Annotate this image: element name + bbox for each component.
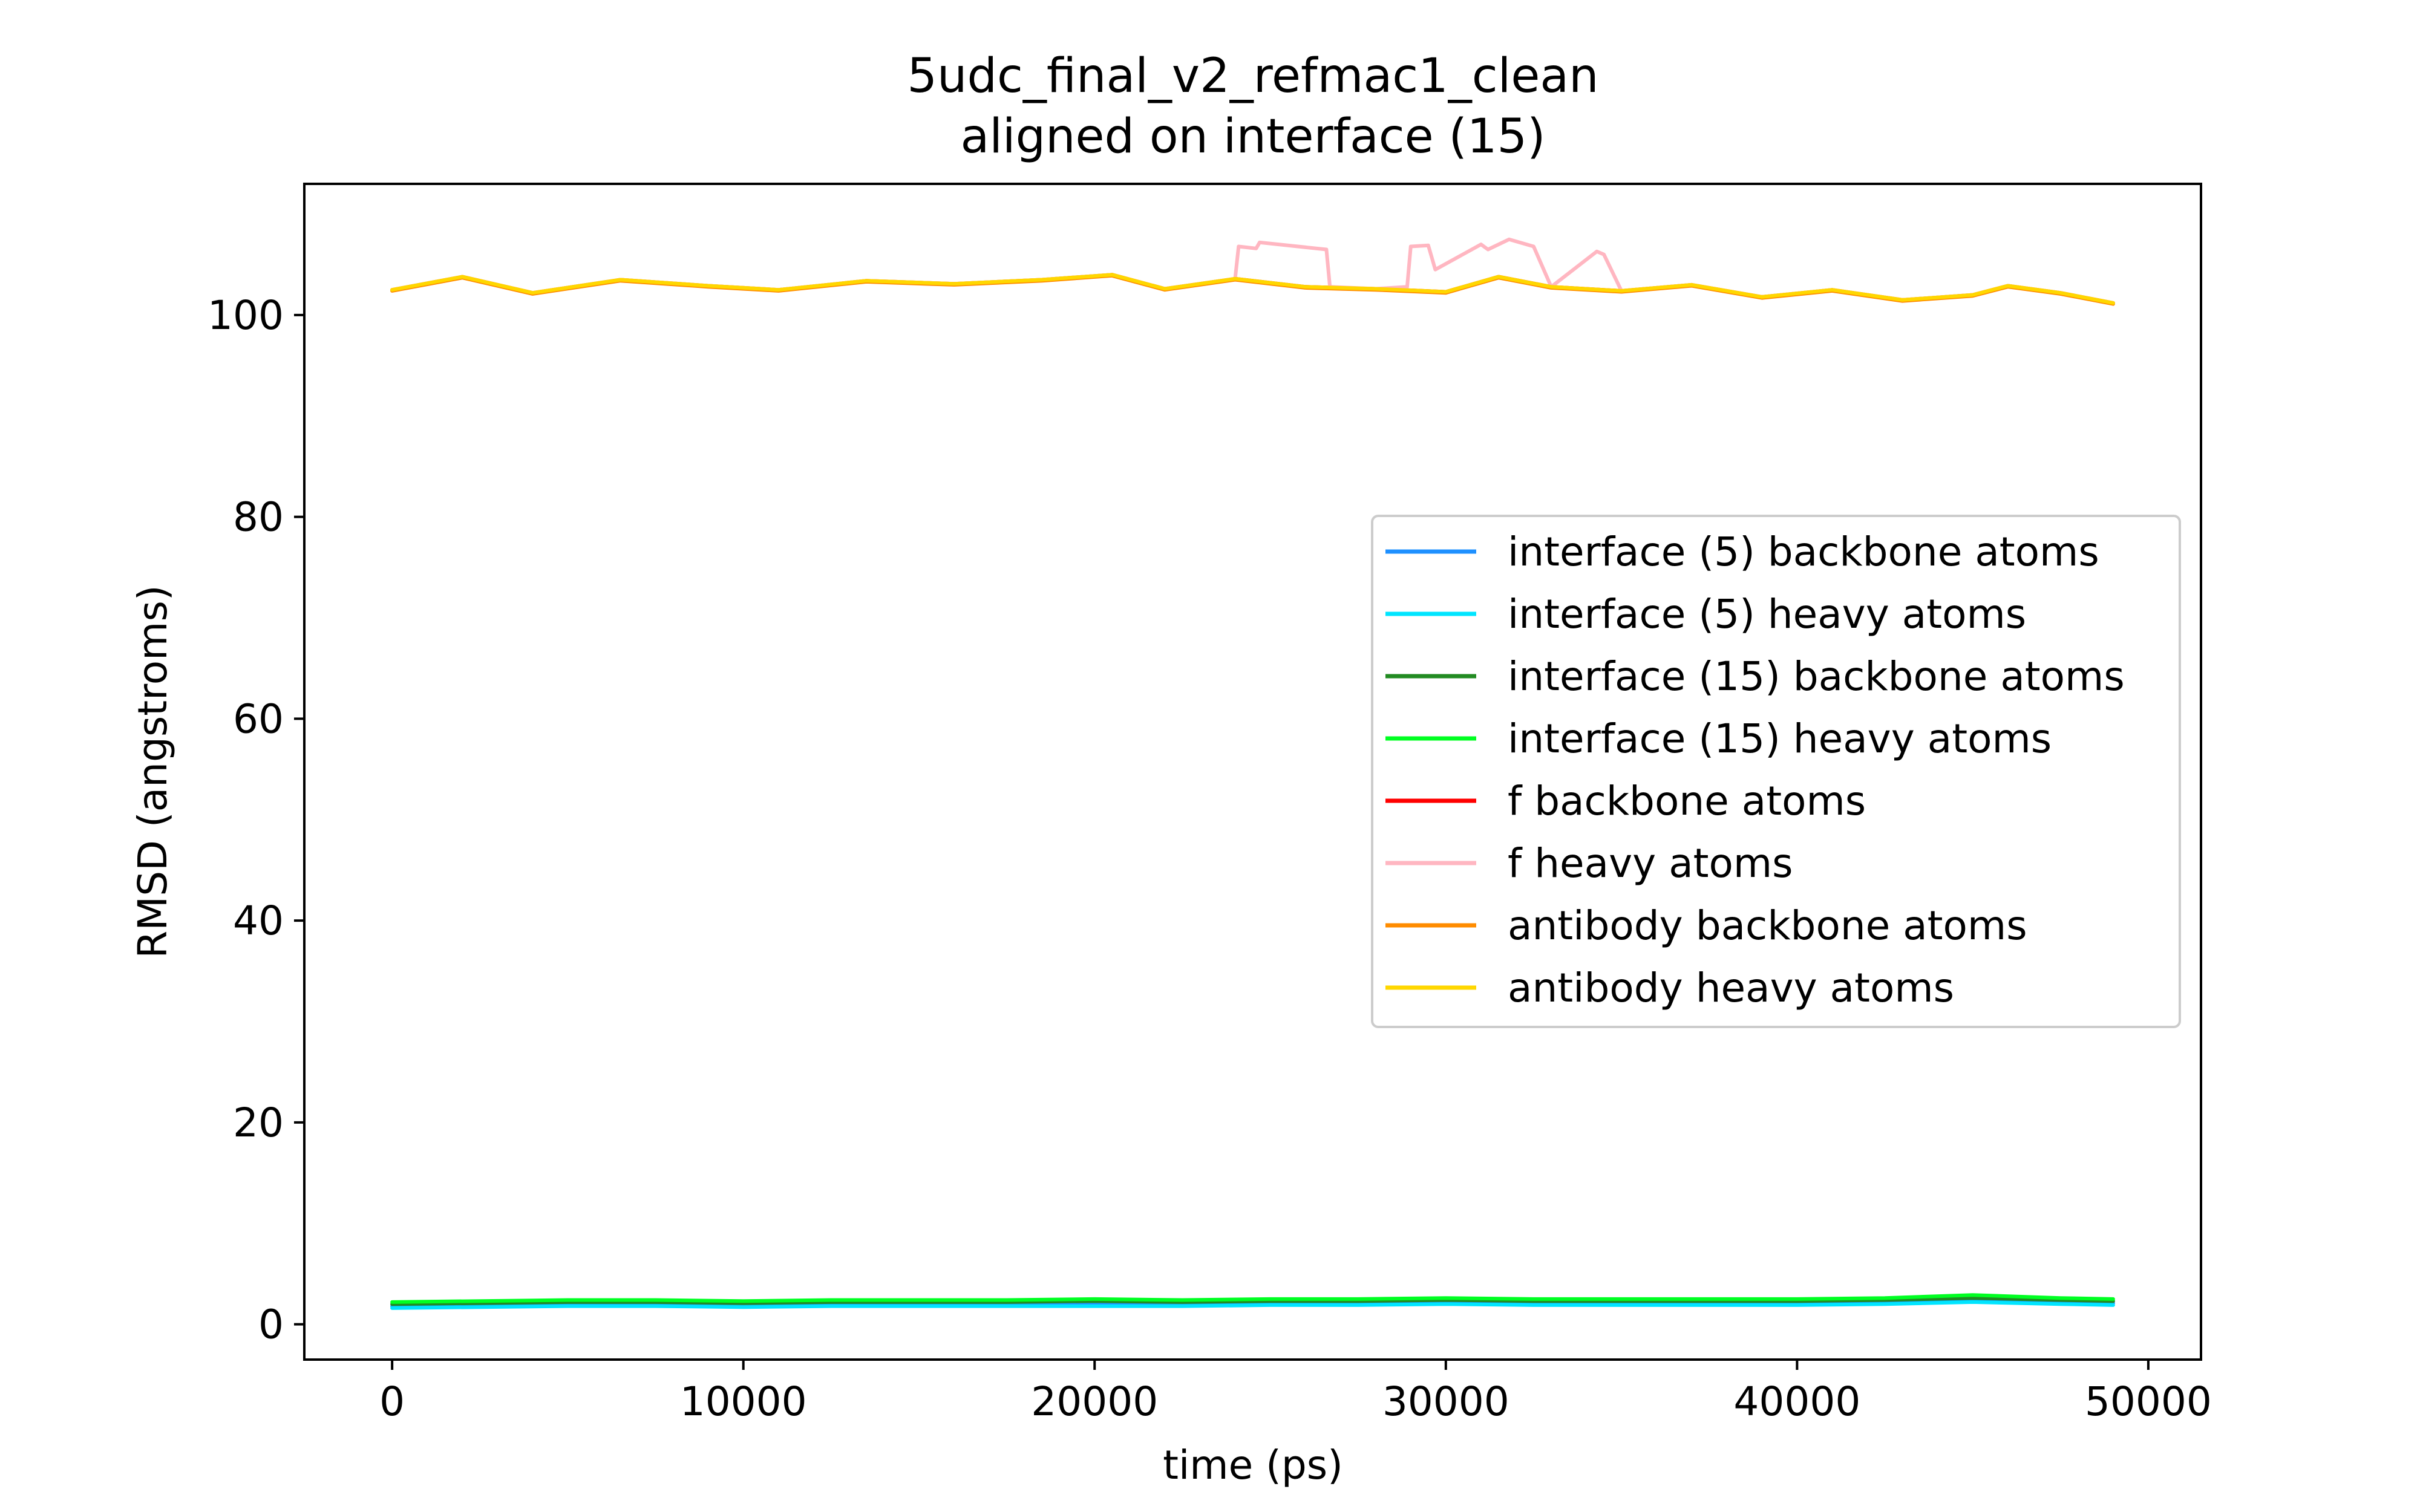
x-tick-label: 30000: [1382, 1378, 1509, 1425]
legend-label: interface (15) backbone atoms: [1508, 653, 2125, 700]
x-tick-label: 40000: [1733, 1378, 1860, 1425]
y-tick-label: 40: [233, 898, 284, 944]
x-tick-label: 10000: [680, 1378, 807, 1425]
y-tick-label: 80: [233, 494, 284, 541]
legend: interface (5) backbone atoms interface (5…: [1371, 515, 2181, 1028]
y-ticks: 0 20 40 60 80 100: [208, 292, 304, 1348]
legend-label: interface (5) backbone atoms: [1508, 529, 2099, 575]
legend-box: [1371, 515, 2181, 1028]
y-tick-label: 0: [258, 1302, 284, 1348]
legend-label: f heavy atoms: [1508, 840, 1793, 887]
legend-label: antibody heavy atoms: [1508, 965, 1954, 1011]
series-line-interface-5-heavy-atoms: [390, 1300, 2115, 1310]
plot-lines: [390, 237, 2115, 1310]
legend-label: interface (15) heavy atoms: [1508, 715, 2052, 762]
series-line-interface-15-heavy-atoms: [390, 1293, 2115, 1304]
y-tick-label: 100: [208, 292, 284, 339]
x-axis-label: time (ps): [1163, 1442, 1343, 1488]
plot-frame: [303, 183, 2202, 1361]
series-line-antibody-heavy-atoms: [390, 273, 2115, 305]
x-ticks: 0 10000 20000 30000 40000 50000: [379, 1360, 2212, 1425]
x-tick-label: 20000: [1031, 1378, 1158, 1425]
y-tick-label: 60: [233, 696, 284, 742]
legend-label: antibody backbone atoms: [1508, 902, 2027, 949]
legend-label: interface (5) heavy atoms: [1508, 591, 2026, 637]
y-axis-label: RMSD (angstroms): [129, 585, 176, 958]
series-line-interface-15-backbone-atoms: [390, 1296, 2115, 1306]
series-line-interface-5-backbone-atoms: [390, 1298, 2115, 1308]
y-tick-label: 20: [233, 1100, 284, 1146]
x-tick-label: 50000: [2085, 1378, 2212, 1425]
x-tick-label: 0: [379, 1378, 405, 1425]
chart-subtitle: aligned on interface (15): [960, 109, 1545, 164]
legend-label: f backbone atoms: [1508, 778, 1866, 824]
chart-title: 5udc_final_v2_refmac1_clean: [907, 49, 1598, 103]
